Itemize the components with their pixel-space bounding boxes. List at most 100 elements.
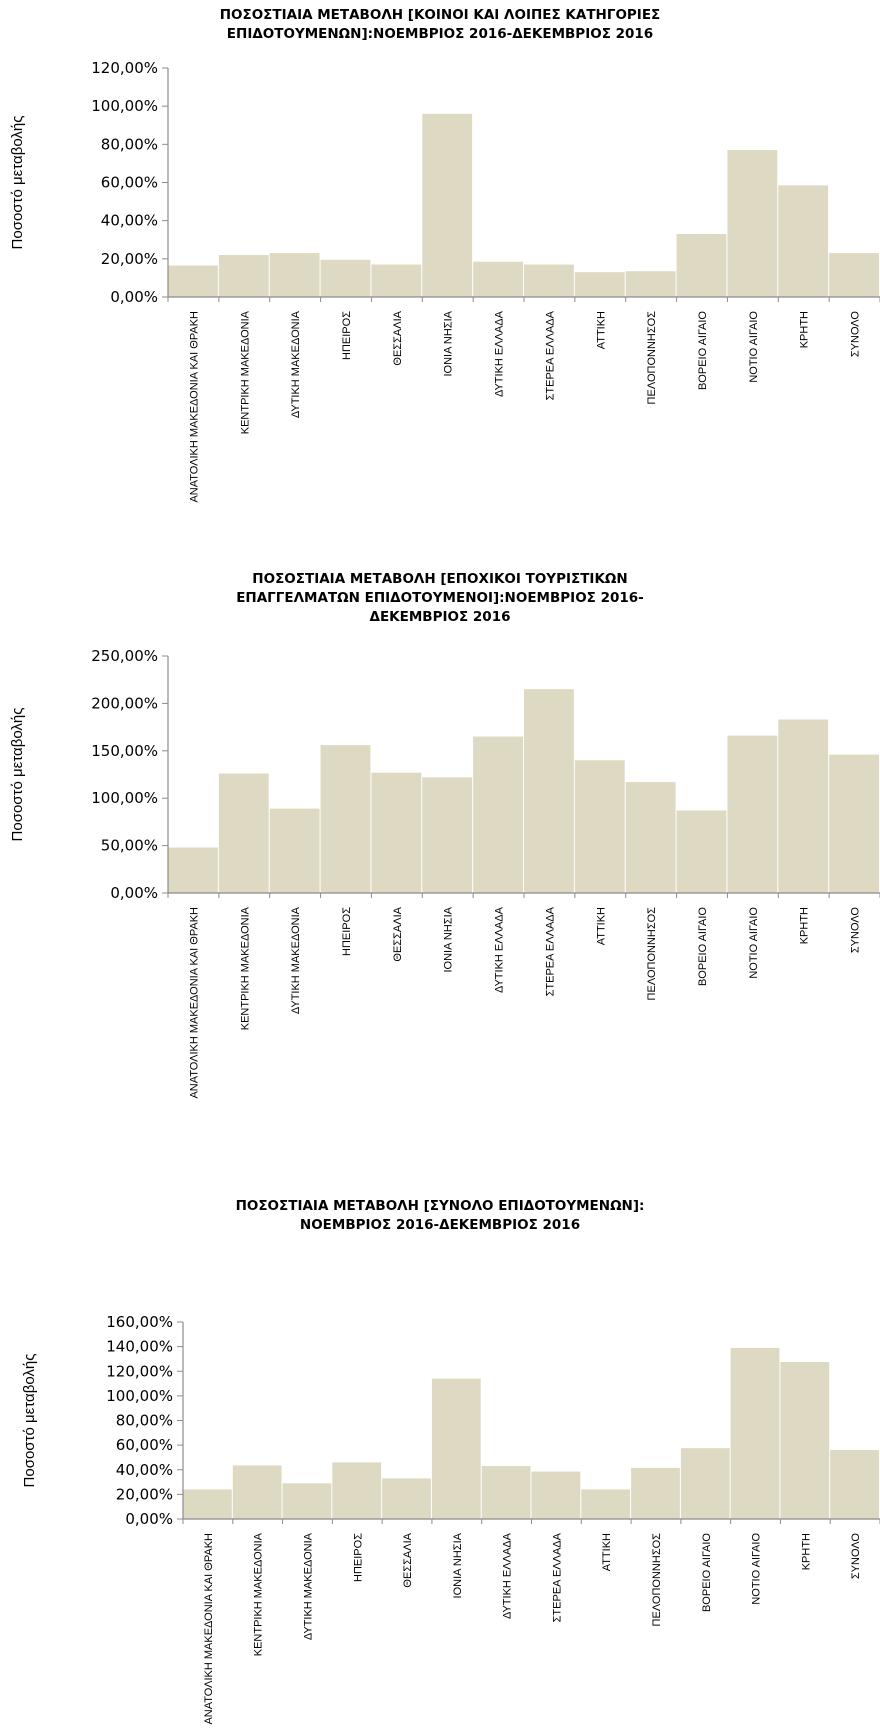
bar-3 [282,1483,332,1519]
x-tick-label: ΣΥΝΟΛΟ [850,311,862,358]
chart-regular-beneficiaries: ΠΟΣΟΣΤΙΑΙΑ ΜΕΤΑΒΟΛΗ [ΚΟΙΝΟΙ ΚΑΙ ΛΟΙΠΕΣ Κ… [0,0,880,540]
x-tick-label: ΗΠΕΙΡΟΣ [341,907,353,956]
y-tick-label: 0,00% [125,1510,173,1528]
y-tick-label: 150,00% [91,742,158,760]
x-tick-label: ΘΕΣΣΑΛΙΑ [392,906,404,961]
chart-title: ΠΟΣΟΣΤΙΑΙΑ ΜΕΤΑΒΟΛΗ [ΣΥΝΟΛΟ ΕΠΙΔΟΤΟΥΜΕΝΩ… [0,1197,880,1235]
x-tick-label: ΝΟΤΙΟ ΑΙΓΑΙΟ [751,1533,763,1605]
chart-title-line: ΠΟΣΟΣΤΙΑΙΑ ΜΕΤΑΒΟΛΗ [ΣΥΝΟΛΟ ΕΠΙΔΟΤΟΥΜΕΝΩ… [235,1198,645,1214]
bar-13 [778,185,829,297]
chart-title-line: ΔΕΚΕΜΒΡΙΟΣ 2016 [369,609,511,625]
y-axis-label: Ποσοστό μεταβολής [9,708,26,842]
y-tick-label: 0,00% [110,884,158,902]
bar-14 [829,253,879,297]
x-tick-label: ΔΥΤΙΚΗ ΕΛΛΑΔΑ [494,310,506,397]
bar-6 [431,1378,481,1519]
x-tick-label: ΣΤΕΡΕΑ ΕΛΛΑΔΑ [544,906,556,996]
bar-5 [382,1478,431,1519]
y-tick-label: 40,00% [101,212,158,230]
bar-3 [269,808,320,893]
chart-title-line: ΝΟΕΜΒΡΙΟΣ 2016-ΔΕΚΕΜΒΡΙΟΣ 2016 [299,1217,581,1233]
x-tick-label: ΠΕΛΟΠΟΝΝΗΣΟΣ [651,1533,663,1627]
bar-4 [332,1462,382,1519]
y-tick-label: 120,00% [106,1362,173,1380]
x-tick-label: ΑΤΤΙΚΗ [595,907,607,945]
chart-title-line: ΕΠΙΔΟΤΟΥΜΕΝΩΝ]:ΝΟΕΜΒΡΙΟΣ 2016-ΔΕΚΕΜΒΡΙΟΣ… [226,26,654,42]
x-tick-label: ΔΥΤΙΚΗ ΕΛΛΑΔΑ [494,906,506,993]
chart-title-line: ΠΟΣΟΣΤΙΑΙΑ ΜΕΤΑΒΟΛΗ [ΚΟΙΝΟΙ ΚΑΙ ΛΟΙΠΕΣ Κ… [219,7,661,23]
x-tick-label: ΔΥΤΙΚΗ ΜΑΚΕΔΟΝΙΑ [290,310,302,418]
y-axis-label: Ποσοστό μεταβολής [21,1354,38,1488]
x-tick-label: ΗΠΕΙΡΟΣ [352,1533,364,1582]
y-tick-label: 50,00% [101,837,158,855]
bar-7 [473,261,523,297]
x-tick-label: ΑΝΑΤΟΛΙΚΗ ΜΑΚΕΔΟΝΙΑ ΚΑΙ ΘΡΑΚΗ [188,311,200,503]
bar-4 [320,745,371,893]
bar-7 [473,736,523,893]
y-tick-label: 80,00% [101,135,158,153]
bar-3 [269,253,320,297]
bar-1 [168,265,218,297]
x-tick-label: ΑΝΑΤΟΛΙΚΗ ΜΑΚΕΔΟΝΙΑ ΚΑΙ ΘΡΑΚΗ [188,907,200,1099]
bar-12 [727,150,778,297]
x-tick-label: ΙΟΝΙΑ ΝΗΣΙΑ [443,906,455,972]
x-tick-label: ΚΕΝΤΡΙΚΗ ΜΑΚΕΔΟΝΙΑ [253,1532,265,1656]
chart-total-beneficiaries: ΠΟΣΟΣΤΙΑΙΑ ΜΕΤΑΒΟΛΗ [ΣΥΝΟΛΟ ΕΠΙΔΟΤΟΥΜΕΝΩ… [0,1185,880,1735]
bar-1 [183,1489,232,1519]
x-tick-label: ΑΤΤΙΚΗ [601,1533,613,1571]
bar-8 [524,264,574,297]
bar-6 [422,777,473,893]
y-tick-label: 100,00% [91,97,158,115]
x-tick-label: ΚΡΗΤΗ [799,311,811,348]
bar-5 [371,772,422,893]
bar-11 [676,234,727,297]
bar-12 [727,735,778,893]
x-tick-label: ΗΠΕΙΡΟΣ [341,311,353,360]
bar-13 [780,1362,830,1519]
chart-title: ΠΟΣΟΣΤΙΑΙΑ ΜΕΤΑΒΟΛΗ [ΚΟΙΝΟΙ ΚΑΙ ΛΟΙΠΕΣ Κ… [0,6,880,44]
x-tick-label: ΣΤΕΡΕΑ ΕΛΛΑΔΑ [544,310,556,400]
bar-6 [422,113,473,297]
y-tick-label: 100,00% [91,789,158,807]
x-tick-label: ΚΡΗΤΗ [800,1533,812,1570]
bar-9 [574,760,625,893]
y-tick-label: 20,00% [101,250,158,268]
bar-chart-plot: 0,00% 20,00% 40,00% 60,00% 80,00% 100,00% 120,… [9,59,880,503]
y-tick-label: 40,00% [116,1461,173,1479]
x-tick-label: ΝΟΤΙΟ ΑΙΓΑΙΟ [748,907,760,979]
x-tick-label: ΝΟΤΙΟ ΑΙΓΑΙΟ [748,311,760,383]
x-tick-label: ΠΕΛΟΠΟΝΝΗΣΟΣ [646,311,658,405]
x-tick-label: ΔΥΤΙΚΗ ΜΑΚΕΔΟΝΙΑ [290,906,302,1014]
x-tick-label: ΙΟΝΙΑ ΝΗΣΙΑ [443,310,455,376]
x-tick-label: ΘΕΣΣΑΛΙΑ [402,1532,414,1587]
y-tick-label: 250,00% [91,647,158,665]
bar-5 [371,264,422,297]
x-tick-label: ΔΥΤΙΚΗ ΜΑΚΕΔΟΝΙΑ [302,1532,314,1640]
y-tick-label: 20,00% [116,1485,173,1503]
x-tick-label: ΙΟΝΙΑ ΝΗΣΙΑ [452,1532,464,1598]
bar-11 [676,810,727,893]
bar-11 [680,1448,730,1519]
bar-14 [829,754,879,893]
bar-13 [778,719,829,893]
bar-8 [524,689,574,893]
bar-9 [574,272,625,297]
bar-2 [232,1465,282,1519]
x-tick-label: ΠΕΛΟΠΟΝΝΗΣΟΣ [646,907,658,1001]
x-tick-label: ΚΡΗΤΗ [799,907,811,944]
bar-chart-plot: 0,00% 20,00% 40,00% 60,00% 80,00% 100,00% 120,… [21,1313,880,1725]
x-tick-label: ΒΟΡΕΙΟ ΑΙΓΑΙΟ [697,311,709,390]
y-tick-label: 0,00% [110,288,158,306]
x-tick-label: ΑΤΤΙΚΗ [595,311,607,349]
y-tick-label: 100,00% [106,1387,173,1405]
y-tick-label: 160,00% [106,1313,173,1331]
x-tick-label: ΔΥΤΙΚΗ ΕΛΛΑΔΑ [502,1532,514,1619]
x-tick-label: ΣΤΕΡΕΑ ΕΛΛΑΔΑ [551,1532,563,1622]
y-axis-label: Ποσοστό μεταβολής [9,116,26,250]
chart-title-line: ΠΟΣΟΣΤΙΑΙΑ ΜΕΤΑΒΟΛΗ [ΕΠΟΧΙΚΟΙ ΤΟΥΡΙΣΤΙΚΩ… [252,571,628,587]
x-tick-label: ΑΝΑΤΟΛΙΚΗ ΜΑΚΕΔΟΝΙΑ ΚΑΙ ΘΡΑΚΗ [203,1533,215,1725]
bar-12 [730,1347,780,1519]
bar-1 [168,847,218,893]
x-tick-label: ΣΥΝΟΛΟ [850,1533,862,1580]
chart-title-line: ΕΠΑΓΓΕΛΜΑΤΩΝ ΕΠΙΔΟΤΟΥΜΕΝΟΙ]:ΝΟΕΜΒΡΙΟΣ 20… [236,590,644,606]
